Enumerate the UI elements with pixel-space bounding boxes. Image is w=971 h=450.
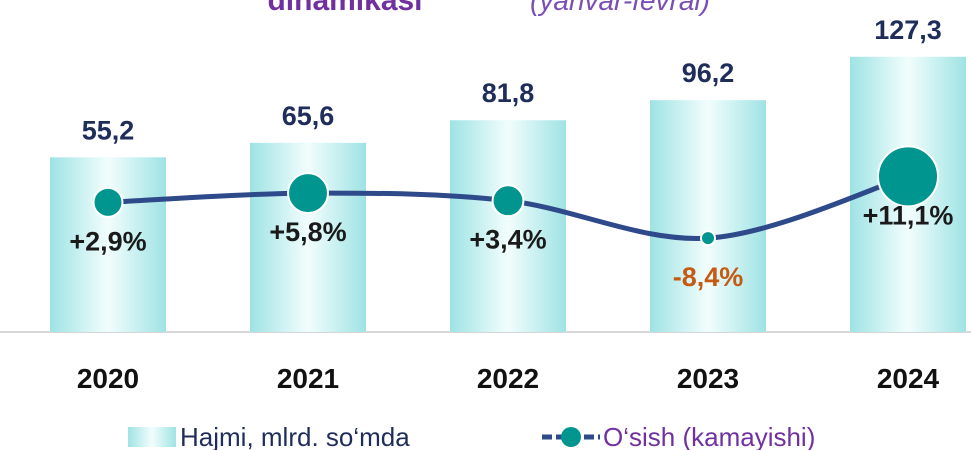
bar-value-label: 65,6 [282,101,335,131]
legend-marker-swatch [561,427,581,447]
x-tick-label: 2021 [277,363,339,394]
growth-label: +2,9% [69,226,146,256]
bar [650,100,766,332]
legend-bar-swatch [128,427,176,447]
growth-marker [287,172,329,215]
growth-label: +11,1% [863,200,954,230]
chart-title: dinamikasi [267,0,422,17]
growth-label: -8,4% [673,262,744,292]
x-tick-label: 2022 [477,363,539,394]
growth-label: +3,4% [469,225,546,255]
growth-marker [92,186,124,218]
bar [450,120,566,332]
growth-label: +5,8% [269,217,346,247]
x-tick-label: 2020 [77,363,139,394]
x-tick-label: 2023 [677,363,739,394]
growth-marker [877,145,939,208]
legend-label: Hajmi, mlrd. so‘mda [180,422,410,450]
bar-value-label: 55,2 [82,115,135,145]
bar-value-label: 81,8 [482,78,535,108]
growth-marker [700,230,716,247]
growth-marker [491,184,525,218]
bar-value-label: 127,3 [874,15,942,45]
chart-subtitle: (yanvar-fevral) [530,0,710,16]
x-tick-label: 2024 [877,363,940,394]
bar-value-label: 96,2 [682,58,735,88]
legend-label: O‘sish (kamayishi) [603,422,815,450]
bar [50,157,166,332]
